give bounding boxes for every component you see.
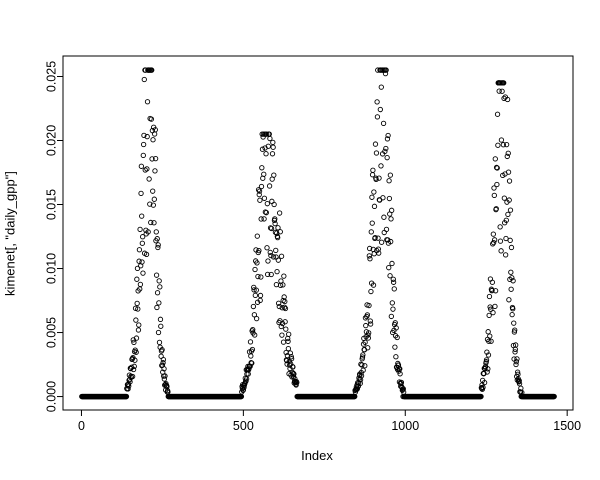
x-tick-label: 0 (78, 419, 85, 433)
x-axis-label-text: Index (301, 448, 333, 463)
x-axis-label: Index (0, 448, 600, 463)
y-tick-label: 0.015 (44, 189, 58, 220)
y-tick-label: 0.000 (44, 381, 58, 412)
y-axis-label: kimenet[, "daily_gpp"] (3, 74, 18, 394)
plot-box (62, 55, 574, 411)
y-tick-label: 0.025 (44, 61, 58, 92)
y-tick-label: 0.010 (44, 253, 58, 284)
x-tick-label: 1500 (553, 419, 581, 433)
data-points (79, 67, 557, 400)
y-tick-label: 0.020 (44, 125, 58, 156)
y-tick-label: 0.005 (44, 317, 58, 348)
x-tick-label: 1000 (391, 419, 419, 433)
x-tick-label: 500 (233, 419, 254, 433)
y-axis-label-text: kimenet[, "daily_gpp"] (2, 171, 18, 296)
